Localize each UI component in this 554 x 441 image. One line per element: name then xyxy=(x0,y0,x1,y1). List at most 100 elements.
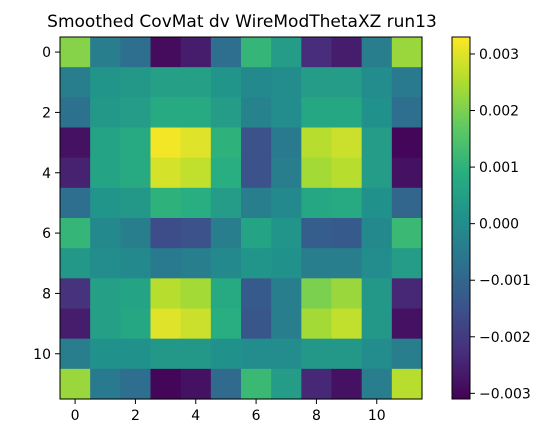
heatmap-cell xyxy=(60,37,91,68)
heatmap-cell xyxy=(60,338,91,370)
heatmap-cell xyxy=(90,67,121,98)
heatmap-cell xyxy=(120,368,152,400)
heatmap-cell xyxy=(210,248,242,279)
heatmap-cell xyxy=(271,157,302,189)
x-tick-label: 0 xyxy=(71,408,80,424)
heatmap-cell xyxy=(241,368,272,400)
colorbar-tick-label: −0.003 xyxy=(479,386,531,402)
colorbar-tick-label: −0.001 xyxy=(479,273,531,289)
heatmap-cell xyxy=(210,338,242,370)
heatmap-cell xyxy=(120,278,152,310)
heatmap-cell xyxy=(90,218,121,249)
heatmap-cell xyxy=(60,67,91,98)
heatmap-cell xyxy=(241,37,272,68)
heatmap-cell xyxy=(210,308,242,340)
heatmap-cell xyxy=(210,218,242,249)
heatmap-cell xyxy=(241,248,272,279)
y-tick-label: 8 xyxy=(42,286,51,302)
heatmap-cell xyxy=(150,218,182,249)
heatmap-cell xyxy=(120,127,152,159)
heatmap-cell xyxy=(150,248,182,279)
heatmap-cell xyxy=(120,308,152,340)
heatmap-cell xyxy=(301,37,333,68)
heatmap-cell xyxy=(391,97,423,129)
heatmap-cell xyxy=(271,248,302,279)
heatmap-cell xyxy=(241,187,272,219)
heatmap-cell xyxy=(180,187,212,219)
x-tick-label: 2 xyxy=(131,408,140,424)
heatmap-cell xyxy=(180,218,212,249)
heatmap-cell xyxy=(241,218,272,249)
heatmap-cell xyxy=(150,37,182,68)
heatmap-cell xyxy=(301,368,333,400)
heatmap-cell xyxy=(150,308,182,340)
heatmap-cell xyxy=(150,97,182,129)
heatmap-cell xyxy=(120,67,152,98)
heatmap-cell xyxy=(120,248,152,279)
heatmap-cell xyxy=(361,248,393,279)
heatmap-cells xyxy=(60,37,423,400)
heatmap-cell xyxy=(391,248,423,279)
heatmap-cell xyxy=(90,127,121,159)
colorbar-tick-label: 0.000 xyxy=(479,217,519,233)
heatmap-cell xyxy=(361,278,393,310)
y-tick-label: 4 xyxy=(42,166,51,182)
heatmap-cell xyxy=(60,157,91,189)
heatmap-cell xyxy=(120,97,152,129)
x-axis: 0 2 4 6 8 10 xyxy=(71,399,386,424)
heatmap-cell xyxy=(90,97,121,129)
x-tick-label: 10 xyxy=(368,408,386,424)
heatmap-cell xyxy=(301,67,333,98)
heatmap-cell xyxy=(301,338,333,370)
heatmap-cell xyxy=(361,157,393,189)
heatmap-cell xyxy=(150,157,182,189)
heatmap-cell xyxy=(180,67,212,98)
heatmap-cell xyxy=(391,218,423,249)
heatmap-cell xyxy=(180,127,212,159)
heatmap-cell xyxy=(90,37,121,68)
heatmap-cell xyxy=(331,278,363,310)
heatmap-cell xyxy=(331,308,363,340)
y-tick-label: 2 xyxy=(42,105,51,121)
heatmap-cell xyxy=(180,248,212,279)
heatmap-cell xyxy=(331,368,363,400)
heatmap-cell xyxy=(60,248,91,279)
heatmap-cell xyxy=(271,127,302,159)
heatmap-cell xyxy=(90,248,121,279)
heatmap-cell xyxy=(391,157,423,189)
heatmap-cell xyxy=(150,278,182,310)
heatmap-cell xyxy=(361,127,393,159)
heatmap-cell xyxy=(150,338,182,370)
heatmap-cell xyxy=(361,218,393,249)
heatmap-cell xyxy=(241,127,272,159)
heatmap-cell xyxy=(180,97,212,129)
heatmap-cell xyxy=(90,187,121,219)
heatmap-cell xyxy=(60,368,91,400)
heatmap-cell xyxy=(361,338,393,370)
heatmap-cell xyxy=(120,187,152,219)
heatmap-cell xyxy=(180,278,212,310)
heatmap-cell xyxy=(241,338,272,370)
colorbar-tick-label: 0.001 xyxy=(479,160,519,176)
heatmap-cell xyxy=(120,338,152,370)
heatmap-cell xyxy=(120,218,152,249)
heatmap-cell xyxy=(241,278,272,310)
heatmap-cell xyxy=(210,278,242,310)
x-tick-label: 6 xyxy=(252,408,261,424)
heatmap-cell xyxy=(361,67,393,98)
heatmap-cell xyxy=(331,67,363,98)
heatmap-cell xyxy=(301,157,333,189)
chart-title: Smoothed CovMat dv WireModThetaXZ run13 xyxy=(47,12,437,32)
heatmap-cell xyxy=(241,308,272,340)
heatmap-cell xyxy=(180,308,212,340)
heatmap-cell xyxy=(271,37,302,68)
y-tick-label: 0 xyxy=(42,45,51,61)
heatmap-cell xyxy=(391,338,423,370)
colorbar-tick-label: 0.002 xyxy=(479,104,519,120)
heatmap-cell xyxy=(210,97,242,129)
x-tick-label: 4 xyxy=(191,408,200,424)
heatmap-cell xyxy=(331,157,363,189)
heatmap-cell xyxy=(301,187,333,219)
heatmap-cell xyxy=(271,97,302,129)
